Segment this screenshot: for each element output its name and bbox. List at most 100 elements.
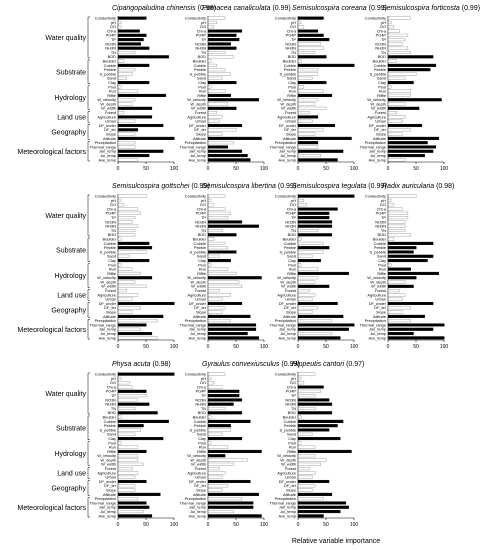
variable-label: Run xyxy=(289,267,296,272)
importance-bar xyxy=(118,492,161,496)
importance-bar xyxy=(388,250,414,254)
importance-bar xyxy=(388,228,406,233)
importance-bar xyxy=(298,428,330,432)
variable-label: Pool xyxy=(378,84,386,89)
x-tick-label: 0 xyxy=(117,166,120,172)
variable-label: Cobble xyxy=(104,63,116,68)
importance-bar xyxy=(388,301,434,306)
importance-bar xyxy=(118,141,136,145)
variable-label: pH xyxy=(111,376,116,381)
importance-bar xyxy=(118,59,125,63)
importance-bar xyxy=(208,419,251,423)
variable-label: TP xyxy=(201,215,206,220)
variable-label: Precipitation xyxy=(95,318,116,323)
importance-bar xyxy=(298,55,327,59)
importance-bar xyxy=(208,102,229,106)
variable-label: Sand xyxy=(377,76,386,81)
importance-bar xyxy=(388,141,428,145)
importance-bar xyxy=(298,475,313,479)
importance-bar xyxy=(208,228,223,233)
variable-label: W_depth xyxy=(190,457,206,462)
importance-bar xyxy=(118,85,122,89)
group-bracket xyxy=(87,415,90,440)
importance-bar xyxy=(388,289,400,293)
importance-bar xyxy=(118,50,136,55)
variable-label: Run xyxy=(379,89,386,94)
variable-label: Thermal_range xyxy=(270,322,296,327)
importance-bar xyxy=(208,376,212,380)
panel-title: Gyraulus convexiusculus (0.99) xyxy=(202,361,300,368)
x-tick-label: 50 xyxy=(413,344,419,350)
importance-bar xyxy=(298,76,313,80)
importance-bar xyxy=(298,98,319,102)
variable-label: NH3N xyxy=(285,402,296,407)
variable-label: W_velocity xyxy=(97,453,116,458)
importance-bar xyxy=(208,254,220,258)
variable-label: NO3N xyxy=(105,397,116,402)
importance-bar xyxy=(208,484,229,488)
importance-bar xyxy=(388,284,414,288)
importance-bar xyxy=(118,428,141,432)
variable-label: W_width xyxy=(281,462,296,467)
panel-9: Gyraulus convexiusculus (0.99) 0 50 100 Cond… xyxy=(180,361,300,528)
importance-bar xyxy=(208,389,240,393)
importance-bar xyxy=(388,237,395,241)
importance-bar xyxy=(388,332,414,336)
x-tick-label: 0 xyxy=(297,344,300,350)
variable-label: Urban xyxy=(105,297,116,302)
importance-bar xyxy=(208,93,231,97)
importance-bar xyxy=(118,119,136,123)
importance-bar xyxy=(118,385,133,389)
variable-label: Cobble xyxy=(104,241,116,246)
variable-label: Boulder xyxy=(373,236,387,241)
importance-bar xyxy=(388,246,417,250)
importance-bar xyxy=(298,224,333,228)
importance-bar xyxy=(298,254,313,258)
group-label: Meteorological factors xyxy=(18,149,87,156)
importance-bar xyxy=(208,514,262,518)
importance-bar xyxy=(208,98,259,102)
importance-bar xyxy=(298,198,305,202)
importance-bar xyxy=(118,267,133,271)
importance-bar xyxy=(298,327,349,331)
importance-bar xyxy=(208,510,234,514)
importance-bar xyxy=(208,20,217,24)
variable-label: W_depth xyxy=(100,101,116,106)
variable-label: Conductivity xyxy=(95,194,116,199)
variable-label: Urban xyxy=(105,119,116,124)
variable-label: NO3N xyxy=(105,41,116,46)
panel-title-species: Semisulcospira forticosta xyxy=(382,5,460,12)
importance-bar xyxy=(298,228,319,233)
importance-bar xyxy=(298,505,349,509)
importance-bar xyxy=(208,332,248,336)
panel-title: Semisulcospira gottschei (0.99) xyxy=(112,183,210,190)
variable-label: Sand xyxy=(197,254,206,259)
variable-label: Forest xyxy=(195,110,207,115)
variable-label: Cobble xyxy=(284,63,296,68)
variable-label: NO3N xyxy=(195,397,206,402)
variable-label: Forest xyxy=(105,110,117,115)
importance-bar xyxy=(298,492,333,496)
importance-bar xyxy=(118,111,125,115)
importance-bar xyxy=(118,228,136,233)
importance-bar xyxy=(118,449,147,453)
variable-label: Thermal_range xyxy=(360,144,386,149)
importance-bar xyxy=(118,233,136,237)
variable-label: Slope xyxy=(286,487,296,492)
variable-label: Boulder xyxy=(283,414,297,419)
importance-bar xyxy=(388,85,392,89)
group-label: Substrate xyxy=(56,69,86,76)
importance-bar xyxy=(118,20,122,24)
panel-title-species: Radix auricularia xyxy=(382,183,434,190)
importance-bar xyxy=(388,280,406,284)
importance-bar xyxy=(118,216,136,220)
group-label: Hydrology xyxy=(54,273,86,280)
variable-label: NH3N xyxy=(285,46,296,51)
importance-bar xyxy=(118,246,153,250)
variable-label: Precipitation xyxy=(185,496,206,501)
variable-label: S_pebble xyxy=(370,249,386,254)
variable-label: DF_ter xyxy=(104,483,117,488)
panel-title-species: Physa acuta xyxy=(112,361,151,368)
importance-bar xyxy=(118,158,139,162)
variable-label: Ave_temp xyxy=(189,335,206,340)
